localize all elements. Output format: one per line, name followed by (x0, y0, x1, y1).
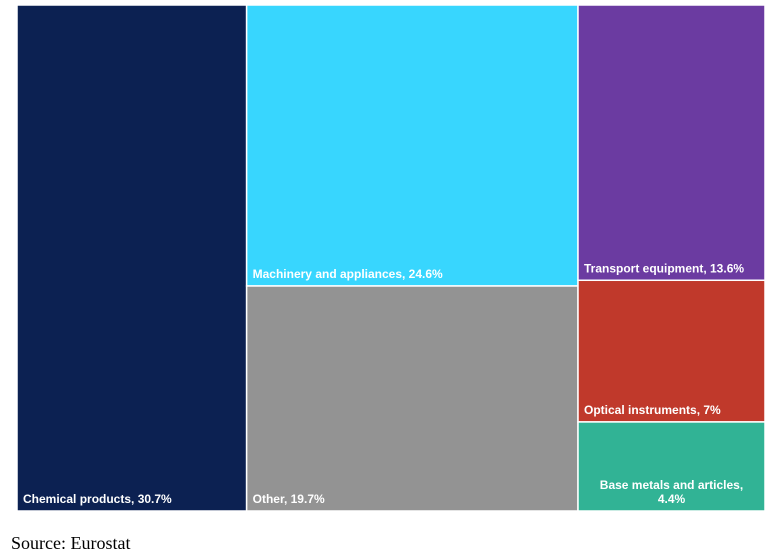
tile-label-optical-instruments: Optical instruments, 7% (584, 403, 721, 417)
tile-rect-base-metals-and-articles (577, 421, 766, 512)
tile-rect-optical-instruments (577, 279, 766, 423)
tile-machinery-and-appliances: Machinery and appliances, 24.6% (245, 4, 579, 287)
tile-label-base-metals-and-articles-2: 4.4% (658, 492, 686, 506)
tile-optical-instruments: Optical instruments, 7% (577, 279, 766, 423)
tile-rect-chemical-products (16, 4, 248, 512)
tile-label-base-metals-and-articles-1: Base metals and articles, (600, 478, 743, 492)
tile-label-chemical-products: Chemical products, 30.7% (23, 492, 172, 506)
treemap-chart: Chemical products, 30.7% Machinery and ap… (16, 4, 766, 512)
tile-base-metals-and-articles: Base metals and articles,4.4% (577, 421, 766, 512)
source-note: Source: Eurostat (11, 533, 131, 553)
tile-label-transport-equipment: Transport equipment, 13.6% (584, 261, 744, 275)
tile-other: Other, 19.7% (245, 285, 579, 512)
tile-label-machinery-and-appliances: Machinery and appliances, 24.6% (253, 267, 443, 281)
tile-rect-other (245, 285, 579, 512)
tile-transport-equipment: Transport equipment, 13.6% (577, 4, 766, 282)
tile-label-other: Other, 19.7% (253, 492, 325, 506)
tile-rect-machinery-and-appliances (245, 4, 579, 287)
tile-chemical-products: Chemical products, 30.7% (16, 4, 248, 512)
tile-rect-transport-equipment (577, 4, 766, 282)
